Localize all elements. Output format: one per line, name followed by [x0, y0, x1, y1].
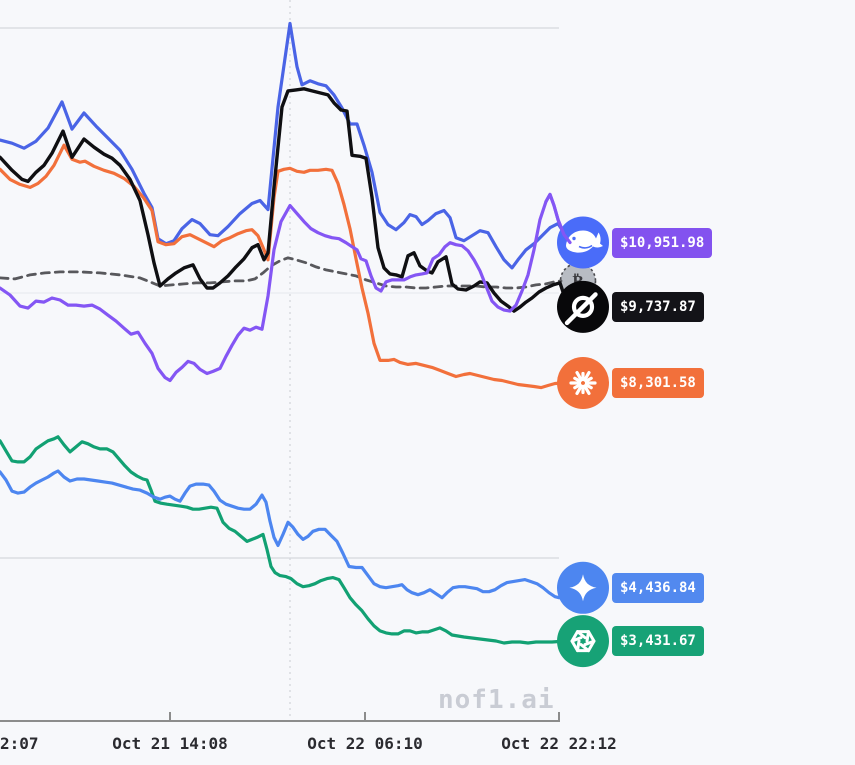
purple-line [0, 192, 572, 383]
series-lines [0, 21, 572, 645]
grok-icon[interactable] [557, 280, 609, 333]
value-badge-blue: $4,436.84 [612, 573, 704, 603]
btc-benchmark-dashed [0, 256, 563, 290]
orange-line [0, 143, 567, 390]
whale-icon[interactable] [557, 216, 609, 269]
value-badge-green: $3,431.67 [612, 626, 704, 656]
gemini-star-icon[interactable] [557, 561, 609, 614]
x-axis-label-3: Oct 22 06:10 [307, 734, 423, 753]
x-axis [0, 712, 560, 722]
x-axis-label-1: 2:07 [0, 734, 39, 753]
value-badge-orange: $8,301.58 [612, 368, 704, 398]
blue-line [0, 21, 568, 270]
green-line [0, 435, 566, 645]
openai-icon[interactable] [557, 615, 609, 668]
x-axis-label-2: Oct 21 14:08 [112, 734, 228, 753]
light-blue-line [0, 469, 568, 600]
claude-starburst-icon[interactable] [557, 357, 609, 409]
gridlines [0, 27, 559, 559]
black-line [0, 87, 570, 313]
x-axis-label-4: Oct 22 22:12 [501, 734, 617, 753]
purple-line-overlay [544, 192, 572, 245]
watermark: nof1.ai [438, 685, 555, 715]
value-badge-purple: $10,951.98 [612, 228, 713, 258]
value-badge-black: $9,737.87 [612, 292, 704, 322]
